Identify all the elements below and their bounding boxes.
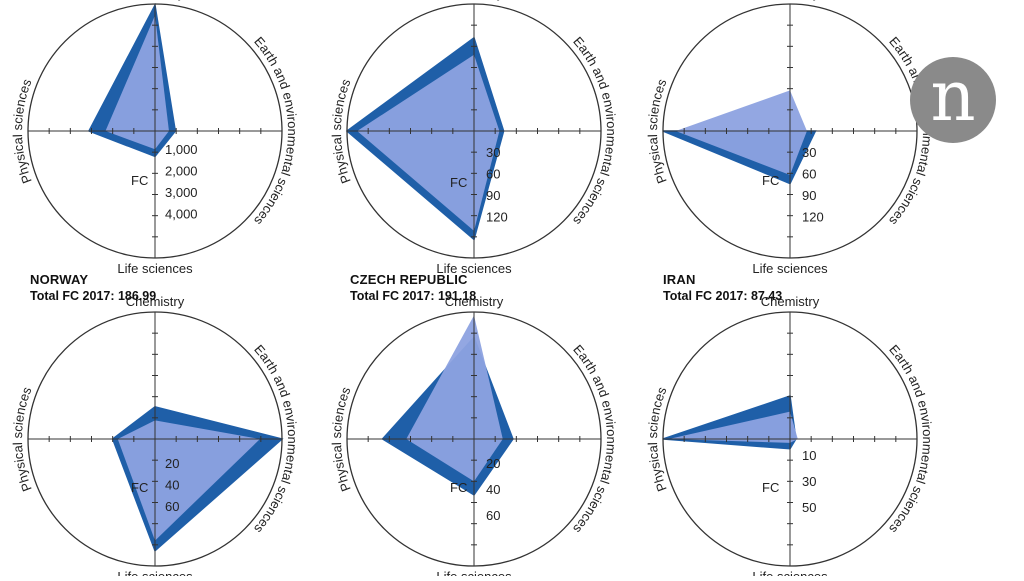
radar-chart-norway: 1,000 2,000 3,000 4,000 FC Chemistry Life scie…	[10, 0, 300, 276]
tick-label: 60	[165, 499, 179, 514]
tick-label: 30	[802, 474, 816, 489]
scale-unit-label: FC	[450, 480, 467, 495]
tick-label: 3,000	[165, 185, 198, 200]
series-fc-2016	[357, 54, 500, 231]
country-name: CZECH REPUBLIC	[350, 272, 468, 287]
axis-label-chemistry: Chemistry	[761, 294, 820, 309]
scale-unit-label: FC	[762, 173, 779, 188]
country-name: IRAN	[663, 272, 696, 287]
tick-label: 30	[486, 145, 500, 160]
scale-unit-label: FC	[131, 173, 148, 188]
tick-label: 2,000	[165, 164, 198, 179]
series-fc-2016	[668, 411, 798, 443]
nature-logo: n	[910, 57, 996, 143]
axis-label-life-sciences: Life sciences	[117, 261, 193, 276]
caption-norway: NORWAY Total FC 2017: 186.99	[30, 272, 156, 304]
axis-label-life-sciences: Life sciences	[752, 569, 828, 576]
country-name: NORWAY	[30, 272, 89, 287]
logo-letter: n	[930, 55, 976, 137]
caption-czech-republic: CZECH REPUBLIC Total FC 2017: 191.18	[350, 272, 476, 304]
series-fc-2016	[105, 15, 169, 150]
tick-label: 1,000	[165, 142, 198, 157]
axis-label-life-sciences: Life sciences	[436, 261, 512, 276]
tick-label: 120	[802, 210, 824, 225]
tick-label: 60	[486, 508, 500, 523]
series-fc-2016	[406, 315, 503, 482]
tick-label: 90	[486, 188, 500, 203]
tick-label: 60	[486, 167, 500, 182]
scale-unit-label: FC	[762, 480, 779, 495]
axis-label-chemistry: Chemistry	[126, 0, 185, 1]
axis-label-life-sciences: Life sciences	[436, 569, 512, 576]
total-fc: Total FC 2017: 186.99	[30, 289, 157, 303]
axis-label-life-sciences: Life sciences	[752, 261, 828, 276]
tick-label: 10	[802, 448, 816, 463]
tick-label: 20	[486, 456, 500, 471]
total-fc: Total FC 2017: 191.18	[350, 289, 477, 303]
axis-label-life-sciences: Life sciences	[117, 569, 193, 576]
tick-label: 40	[486, 482, 500, 497]
tick-label: 60	[802, 167, 816, 182]
scale-unit-label: FC	[131, 480, 148, 495]
series-fc-2016	[117, 420, 260, 541]
series-fc-2016	[675, 90, 807, 176]
tick-label: 120	[486, 210, 508, 225]
axis-label-chemistry: Chemistry	[445, 0, 504, 1]
tick-label: 90	[802, 188, 816, 203]
scale-unit-label: FC	[450, 175, 467, 190]
axis-label-chemistry: Chemistry	[761, 0, 820, 1]
total-fc: Total FC 2017: 87.43	[663, 289, 783, 303]
tick-label: 40	[165, 478, 179, 493]
tick-label: 4,000	[165, 207, 198, 222]
tick-label: 30	[802, 145, 816, 160]
tick-label: 20	[165, 456, 179, 471]
axis-label-chemistry: Chemistry	[126, 294, 185, 309]
caption-iran: IRAN Total FC 2017: 87.43	[663, 272, 782, 304]
tick-label: 50	[802, 500, 816, 515]
axis-label-chemistry: Chemistry	[445, 294, 504, 309]
